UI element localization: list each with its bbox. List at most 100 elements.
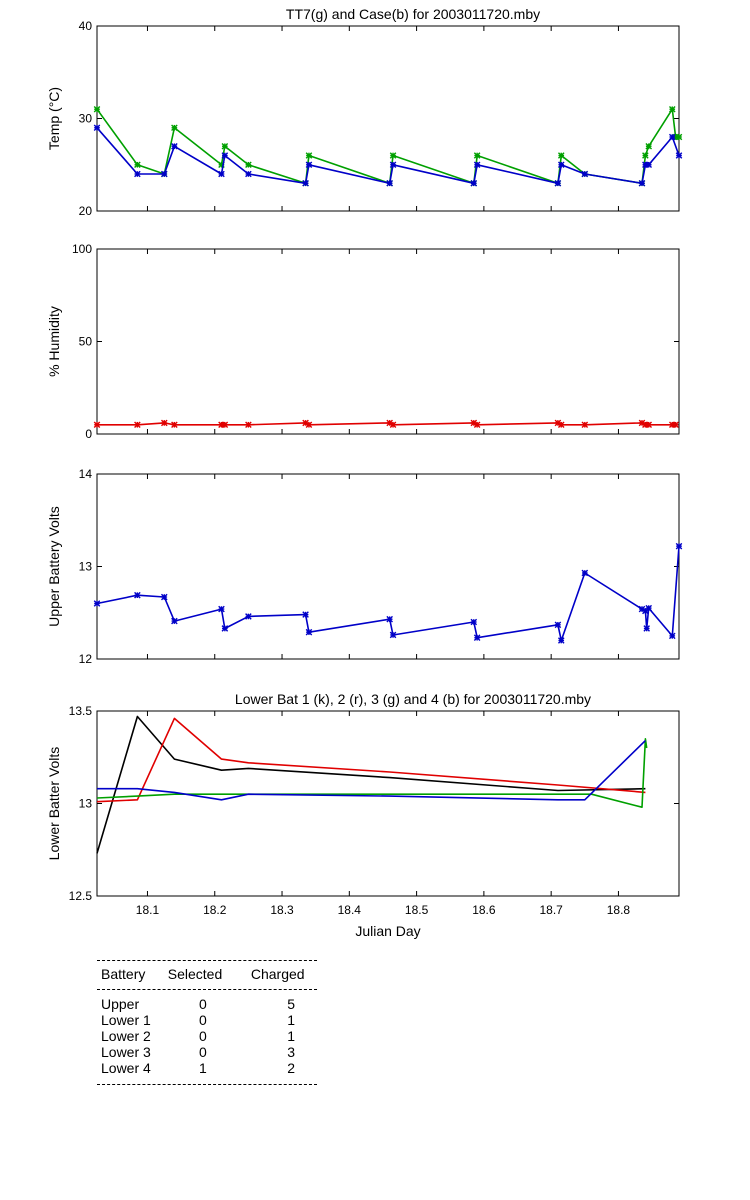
data-point <box>470 179 478 187</box>
cell-charged: 1 <box>287 1028 295 1044</box>
table-header-row: Battery Selected Charged <box>97 961 317 989</box>
data-point <box>221 421 229 429</box>
y-axis-label: Temp (°C) <box>46 87 62 150</box>
data-point <box>93 124 101 132</box>
data-point <box>218 170 225 178</box>
plot-frame <box>96 473 680 660</box>
header-charged: Charged <box>250 966 305 982</box>
y-axis-label: % Humidity <box>46 306 62 377</box>
data-point <box>581 421 589 429</box>
data-point <box>171 124 178 132</box>
x-tick-label: 18.6 <box>472 903 496 917</box>
data-point <box>672 421 679 429</box>
cell-charged: 5 <box>287 996 295 1012</box>
x-tick-label: 18.1 <box>136 903 160 917</box>
plot-frame <box>96 248 680 435</box>
y-tick-label: 14 <box>79 467 93 481</box>
y-axis-label: Upper Battery Volts <box>46 506 62 627</box>
cell-charged: 2 <box>287 1060 295 1076</box>
data-point <box>675 152 683 159</box>
series-line <box>96 108 679 185</box>
data-point <box>642 152 649 159</box>
y-tick-label: 100 <box>72 242 92 256</box>
table-bottom-rule <box>97 1084 317 1085</box>
series-line <box>96 546 680 642</box>
series-line <box>96 717 646 803</box>
data-point <box>305 152 313 159</box>
data-point <box>557 152 565 159</box>
data-point <box>218 605 225 613</box>
y-tick-label: 12.5 <box>69 889 93 903</box>
data-point <box>638 179 646 187</box>
table-body: Upper 0 5 Lower 1 0 1 Lower 2 0 1 Lower … <box>97 990 317 1084</box>
y-tick-label: 30 <box>79 112 93 126</box>
x-tick-label: 18.7 <box>539 903 563 917</box>
chart-title: TT7(g) and Case(b) for 2003011720.mby <box>286 6 540 22</box>
data-point <box>557 637 565 644</box>
data-point <box>470 618 478 626</box>
y-tick-label: 0 <box>85 427 92 441</box>
y-tick-label: 13.5 <box>69 704 93 718</box>
data-point <box>675 542 683 550</box>
series-line <box>96 737 648 809</box>
table-row: Lower 3 0 3 <box>97 1044 317 1060</box>
cell-selected: 0 <box>199 1028 207 1044</box>
data-point <box>389 421 397 429</box>
lower-battery-panel: 18.1 18.2 18.3 18.4 18.5 18.6 18.7 18.8 12.5 13 13… <box>46 691 680 939</box>
chart-title: Lower Bat 1 (k), 2 (r), 3 (g) and 4 (b) … <box>235 691 591 707</box>
data-point <box>645 421 653 429</box>
cell-battery: Upper <box>101 996 140 1012</box>
data-point <box>554 179 562 187</box>
data-point <box>473 161 481 169</box>
header-selected: Selected <box>167 966 223 982</box>
data-point <box>473 634 481 642</box>
data-point <box>386 179 393 187</box>
data-point <box>221 152 229 159</box>
cell-battery: Lower 2 <box>101 1028 151 1044</box>
cell-charged: 1 <box>287 1012 295 1028</box>
data-point <box>557 161 565 169</box>
y-tick-label: 12 <box>79 652 93 666</box>
data-point <box>645 142 653 150</box>
data-point <box>305 161 313 169</box>
data-point <box>305 628 313 636</box>
cell-selected: 1 <box>199 1060 207 1076</box>
data-point <box>93 600 101 607</box>
data-point <box>386 615 393 623</box>
y-tick-label: 40 <box>79 19 93 33</box>
cell-battery: Lower 4 <box>101 1060 151 1076</box>
upper-battery-panel: 12 13 14 Upper Battery Volts <box>46 467 683 666</box>
data-point <box>305 421 313 429</box>
data-point <box>93 105 101 113</box>
data-point <box>557 421 565 429</box>
data-point <box>554 621 562 629</box>
series-line <box>96 715 646 854</box>
table-top-rule <box>97 960 317 961</box>
data-point <box>134 591 141 599</box>
data-point <box>668 133 676 141</box>
y-tick-label: 13 <box>79 560 93 574</box>
y-tick-label: 13 <box>79 797 93 811</box>
data-point <box>473 152 481 159</box>
x-tick-label: 18.5 <box>405 903 429 917</box>
battery-summary-table: Battery Selected Charged Upper 0 5 Lower… <box>97 960 317 1085</box>
data-point <box>675 133 683 141</box>
data-point <box>134 421 141 429</box>
data-point <box>645 604 653 612</box>
data-point <box>302 179 309 187</box>
data-point <box>668 105 676 113</box>
cell-battery: Lower 1 <box>101 1012 151 1028</box>
cell-charged: 3 <box>287 1044 295 1060</box>
header-battery: Battery <box>101 966 146 982</box>
data-point <box>160 419 168 427</box>
series-line <box>97 740 646 801</box>
data-point <box>171 142 178 150</box>
cell-selected: 0 <box>199 1012 207 1028</box>
data-point <box>643 625 650 632</box>
x-tick-label: 18.3 <box>270 903 294 917</box>
temperature-panel: 20 30 40 Temp (°C) TT7(g) and Case(b) for 20… <box>46 6 683 218</box>
x-tick-label: 18.8 <box>607 903 631 917</box>
data-point <box>668 632 676 640</box>
data-point <box>645 161 653 169</box>
data-point <box>245 170 252 178</box>
